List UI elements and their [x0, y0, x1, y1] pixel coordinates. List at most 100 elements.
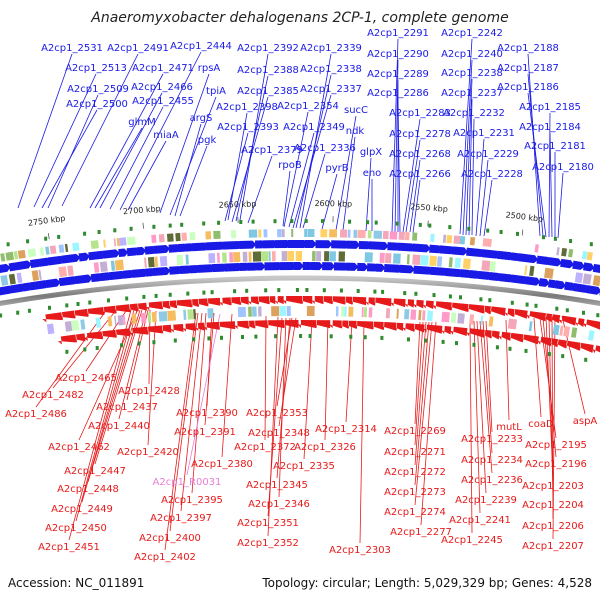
- forward-gene-arrow: [547, 257, 562, 267]
- forward-feature-block: [216, 252, 220, 263]
- gene-label: A2cp1_2273: [384, 487, 446, 498]
- forward-feature-block: [263, 229, 268, 238]
- gene-label: rpoB: [278, 160, 302, 171]
- gene-connector-line: [459, 38, 473, 235]
- feature-tick-mark: [26, 239, 30, 244]
- gene-connector-line: [68, 309, 132, 541]
- reverse-gene-arrow: [112, 304, 131, 314]
- feature-tick-mark: [561, 354, 565, 359]
- gene-connector-line: [81, 309, 138, 503]
- forward-feature-block: [454, 257, 461, 269]
- forward-gene-arrow: [466, 247, 485, 258]
- gene-connector-line: [365, 157, 372, 232]
- gene-label: A2cp1_2314: [315, 424, 377, 435]
- forward-gene-arrow: [108, 270, 127, 281]
- forward-feature-block: [379, 252, 385, 263]
- reverse-gene-arrow: [504, 308, 515, 318]
- reverse-gene-arrow: [341, 296, 353, 305]
- forward-feature-block: [462, 258, 471, 270]
- gene-connector-line: [548, 316, 554, 499]
- forward-feature-block: [110, 260, 116, 271]
- forward-feature-block: [158, 234, 165, 243]
- reverse-feature-block: [422, 310, 426, 321]
- forward-feature-block: [114, 259, 124, 271]
- feature-tick-mark: [356, 289, 360, 293]
- gene-connector-line: [414, 321, 430, 486]
- forward-feature-block: [281, 251, 288, 262]
- gene-label: A2cp1_2391: [174, 427, 236, 438]
- forward-gene-arrow: [488, 272, 502, 281]
- forward-gene-arrow: [375, 263, 386, 272]
- gene-label: A2cp1_2231: [453, 128, 515, 139]
- forward-feature-block: [242, 251, 248, 262]
- reverse-gene-arrow: [481, 329, 492, 339]
- gene-connector-line: [342, 136, 356, 231]
- feature-tick-mark: [363, 335, 367, 340]
- gene-connector-line: [288, 132, 315, 228]
- gene-connector-line: [551, 316, 554, 520]
- genome-summary-text: Topology: circular; Length: 5,029,329 bp…: [262, 576, 592, 590]
- gene-label: A2cp1_2241: [449, 515, 511, 526]
- feature-tick-mark: [403, 291, 407, 296]
- reverse-feature-block: [528, 321, 533, 332]
- forward-gene-arrow: [498, 273, 515, 283]
- scale-tick-label: 2550 kbp: [410, 202, 448, 214]
- gene-label: A2cp1_2326: [294, 442, 356, 453]
- gene-connector-line: [191, 312, 207, 494]
- reverse-gene-arrow: [134, 302, 148, 312]
- feature-tick-mark: [418, 222, 422, 227]
- forward-feature-block: [67, 265, 74, 276]
- gene-connector-line: [476, 320, 487, 494]
- feature-tick-mark: [495, 345, 499, 350]
- forward-feature-block: [118, 237, 127, 246]
- gene-label: A2cp1_2335: [273, 461, 335, 472]
- forward-feature-block: [429, 255, 437, 267]
- feature-tick-mark: [428, 223, 432, 228]
- gene-label: A2cp1_2269: [384, 426, 446, 437]
- reverse-feature-block: [552, 324, 560, 336]
- gene-label: A2cp1_2206: [522, 521, 584, 532]
- gene-connector-line: [462, 59, 473, 236]
- forward-feature-block: [420, 255, 429, 266]
- forward-feature-block: [175, 232, 181, 242]
- reverse-feature-block: [426, 310, 434, 322]
- feature-tick-mark: [57, 234, 61, 239]
- gene-label: A2cp1_2447: [64, 466, 126, 477]
- feature-tick-mark: [395, 221, 399, 226]
- forward-feature-block: [320, 229, 328, 238]
- reverse-gene-arrow: [100, 305, 117, 315]
- forward-gene-arrow: [384, 263, 403, 273]
- gene-connector-line: [94, 309, 143, 465]
- gene-label: coaD: [528, 419, 554, 430]
- forward-feature-block: [17, 249, 26, 259]
- gene-connector-line: [119, 51, 202, 211]
- forward-feature-block: [373, 230, 383, 239]
- feature-tick-mark: [97, 230, 101, 234]
- feature-tick-mark: [295, 288, 299, 292]
- reverse-feature-block: [457, 313, 465, 324]
- forward-feature-block: [72, 242, 80, 252]
- feature-tick-mark: [173, 338, 177, 343]
- forward-feature-block: [581, 251, 588, 260]
- gene-label: eno: [363, 168, 382, 179]
- forward-feature-block: [147, 256, 155, 268]
- gene-label: A2cp1_2351: [237, 518, 299, 529]
- gene-connector-line: [89, 73, 164, 209]
- gene-label: A2cp1_2397: [150, 513, 212, 524]
- reverse-gene-arrow: [313, 320, 331, 329]
- reverse-gene-arrow: [422, 300, 434, 310]
- feature-tick-mark: [547, 352, 551, 357]
- reverse-feature-block: [140, 312, 147, 324]
- gene-label: A2cp1_2465: [55, 373, 117, 384]
- gene-connector-line: [47, 94, 99, 209]
- gene-label: A2cp1_2500: [66, 99, 128, 110]
- forward-gene-arrow: [152, 266, 171, 277]
- gene-connector-line: [471, 118, 475, 236]
- forward-feature-block: [64, 243, 69, 253]
- reverse-gene-arrow: [576, 342, 594, 353]
- forward-feature-block: [357, 229, 366, 239]
- gene-connector-line: [231, 96, 269, 223]
- forward-gene-arrow: [118, 248, 129, 258]
- forward-feature-block: [446, 234, 453, 244]
- forward-feature-block: [316, 251, 322, 262]
